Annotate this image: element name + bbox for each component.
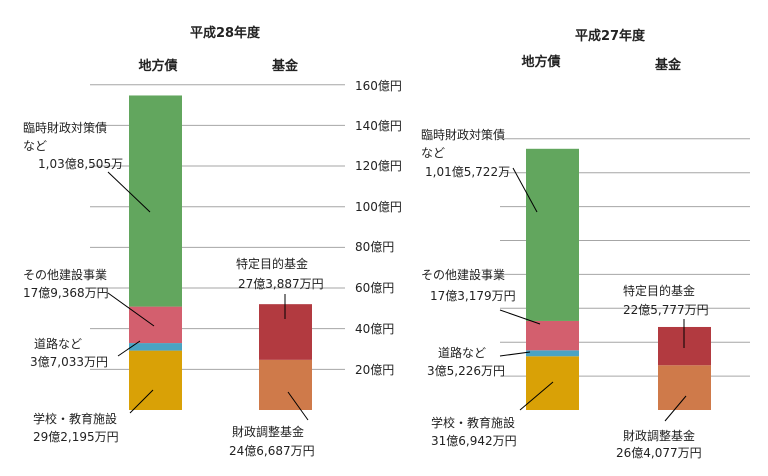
amount-rinji-h28: 1,03億8,505万 — [38, 157, 123, 171]
leader-line — [287, 391, 309, 421]
leader-line — [129, 389, 154, 414]
bar-segment — [129, 95, 182, 307]
label-gakkou-h28: 学校・教育施設 — [33, 411, 117, 426]
y-tick-label: 40億円 — [355, 322, 394, 336]
y-tick-labels-h28: 20億円 40億円 60億円 80億円 100億円 120億円 140億円 16… — [355, 79, 402, 377]
bar-segment — [129, 350, 182, 410]
category-header-kikin-h27: 基金 — [654, 57, 682, 73]
leader-line — [499, 351, 531, 357]
category-header-kikin-h28: 基金 — [271, 58, 299, 74]
bar-segment — [129, 343, 182, 351]
amount-gakkou-h27: 31億6,942万円 — [431, 434, 517, 448]
label-sonota-h27: その他建設事業 — [421, 267, 505, 282]
label-tokutei-h27: 特定目的基金 — [623, 283, 695, 298]
amount-zaisei-h27: 26億4,077万円 — [616, 446, 702, 460]
label-rinji-h28: 臨時財政対策債 — [23, 120, 107, 135]
label-zaisei-h27: 財政調整基金 — [623, 428, 695, 443]
leader-line — [107, 292, 155, 327]
amount-gakkou-h28: 29億2,195万円 — [33, 430, 119, 444]
y-tick-label: 20億円 — [355, 363, 394, 377]
amount-sonota-h28: 17億9,368万円 — [23, 286, 109, 300]
y-tick-label: 160億円 — [355, 79, 402, 93]
y-tick-label: 100億円 — [355, 200, 402, 214]
leader-line — [519, 381, 554, 411]
amount-douro-h27: 3億5,226万円 — [427, 364, 505, 378]
bars-h27 — [526, 148, 711, 410]
label-douro-h27: 道路など — [438, 345, 486, 360]
amount-douro-h28: 3億7,033万円 — [30, 355, 108, 369]
amount-zaisei-h28: 24億6,687万円 — [229, 444, 315, 458]
amount-tokutei-h28: 27億3,887万円 — [238, 277, 324, 291]
amount-tokutei-h27: 22億5,777万円 — [623, 303, 709, 317]
leader-line — [499, 309, 541, 325]
leader-line — [512, 167, 538, 213]
label-douro-h28: 道路など — [34, 336, 82, 351]
label-sonota-h28: その他建設事業 — [23, 267, 107, 282]
category-header-chihousai-h28: 地方債 — [138, 58, 177, 74]
label-rinji-nado-h27: など — [421, 146, 445, 160]
y-tick-label: 60億円 — [355, 281, 394, 295]
chart-title-h28: 平成28年度 — [190, 25, 261, 41]
leader-line — [664, 395, 687, 422]
chart-title-h27: 平成27年度 — [575, 28, 646, 44]
y-tick-label: 120億円 — [355, 159, 402, 173]
bars-h28 — [129, 95, 312, 410]
label-zaisei-h28: 財政調整基金 — [232, 424, 304, 439]
bar-segment — [526, 350, 579, 357]
y-tick-label: 140億円 — [355, 119, 402, 133]
y-tick-label: 80億円 — [355, 240, 394, 254]
bar-segment — [658, 365, 711, 410]
leader-line — [117, 340, 141, 357]
label-tokutei-h28: 特定目的基金 — [236, 256, 308, 271]
bar-segment — [526, 356, 579, 410]
label-gakkou-h27: 学校・教育施設 — [431, 415, 515, 430]
chart-panel-h28: 平成28年度 地方債 基金 20億円 40億円 60億円 80億円 100億円 … — [23, 25, 402, 458]
label-rinji-nado-h28: など — [23, 139, 47, 153]
amount-rinji-h27: 1,01億5,722万 — [425, 165, 510, 179]
bar-segment — [526, 320, 579, 351]
amount-sonota-h27: 17億3,179万円 — [430, 289, 516, 303]
bar-segment — [259, 359, 312, 410]
leader-line — [107, 171, 151, 213]
category-header-chihousai-h27: 地方債 — [521, 54, 560, 70]
bar-segment — [129, 306, 182, 344]
bar-segment — [526, 148, 579, 321]
chart-panel-h27: 平成27年度 地方債 基金 臨時財政対策債 など 1,01億5,722万 その他… — [421, 28, 750, 460]
label-rinji-h27: 臨時財政対策債 — [421, 127, 505, 142]
